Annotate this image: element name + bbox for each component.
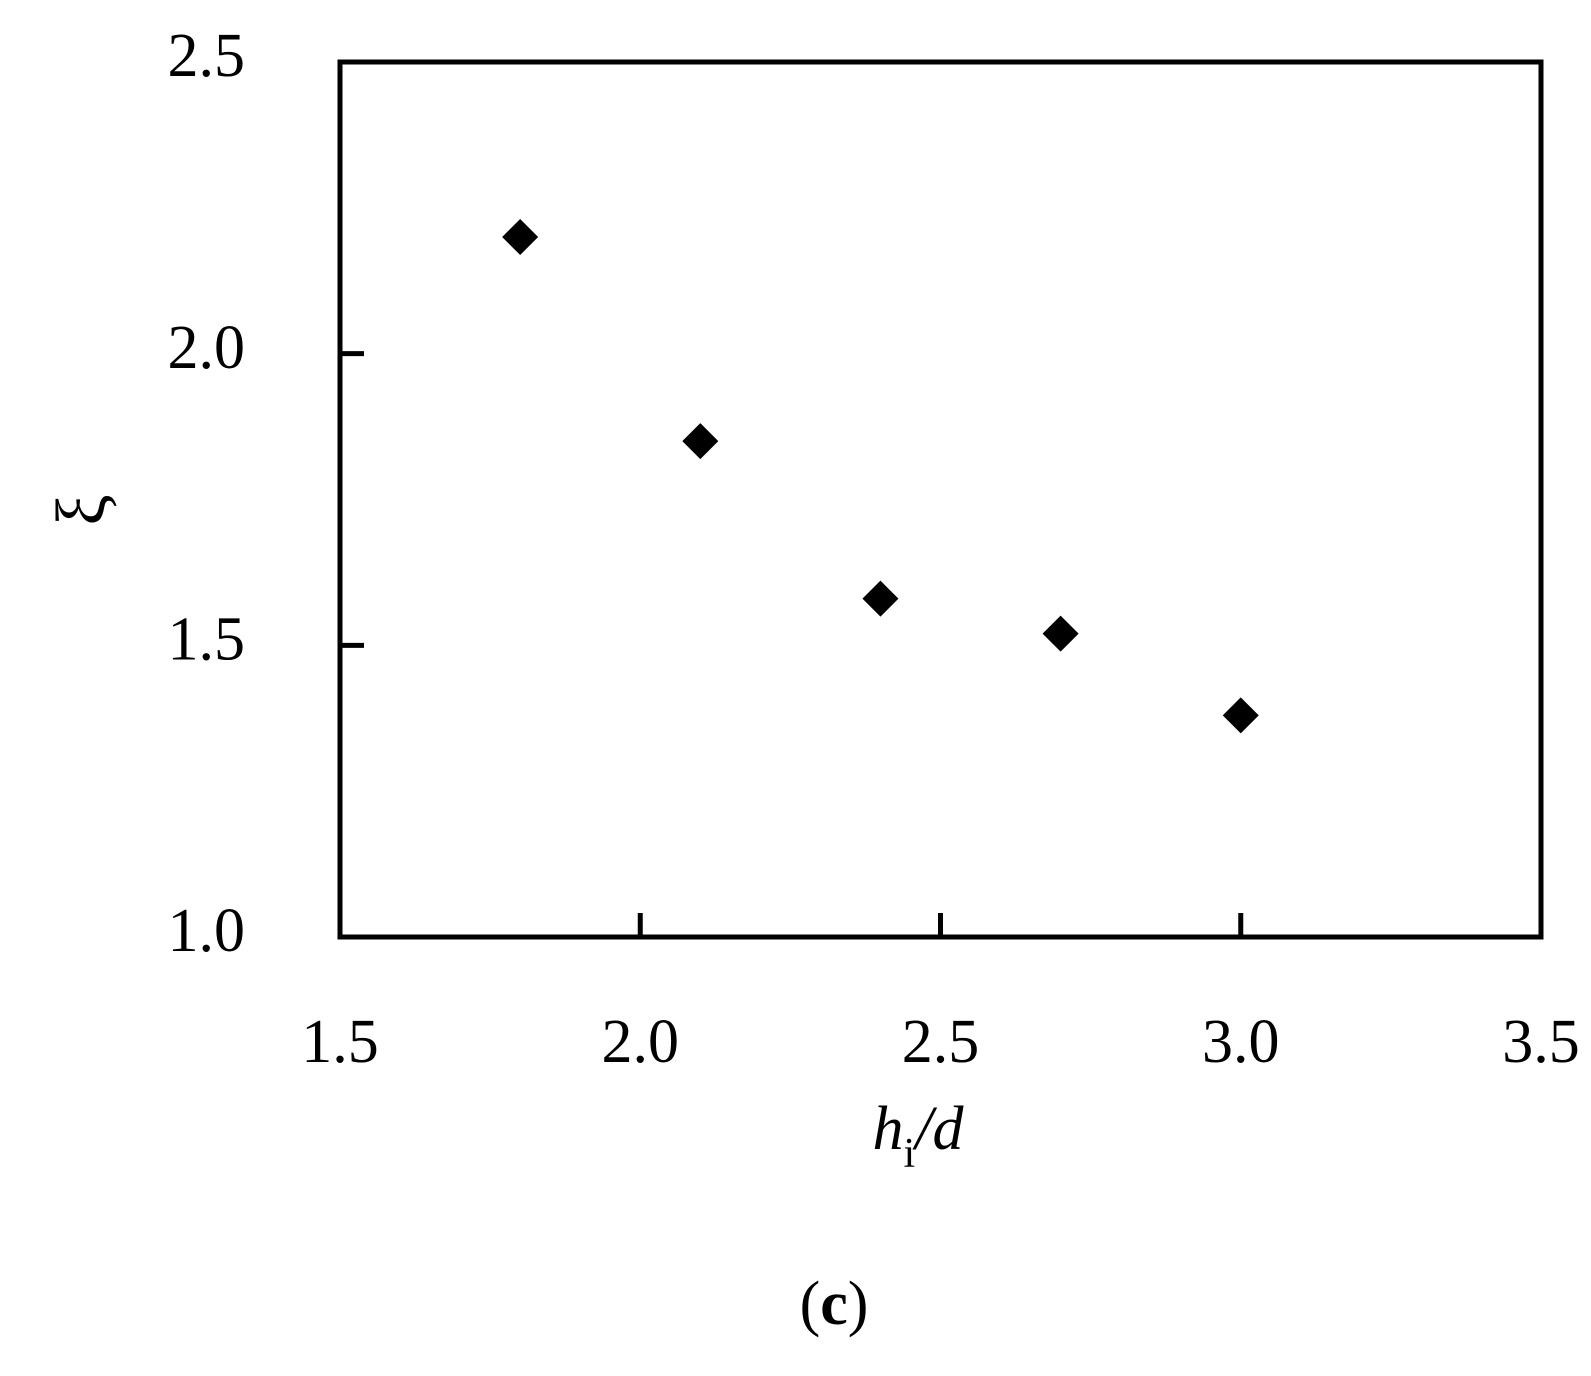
x-tick-label: 1.5	[301, 1008, 379, 1076]
caption-part: c	[820, 1270, 848, 1338]
x-axis-label: hi/d	[873, 1095, 965, 1176]
x-tick-label: 2.0	[602, 1008, 680, 1076]
y-tick-label: 2.5	[168, 22, 246, 90]
x-tick-label: 3.0	[1202, 1008, 1280, 1076]
marker	[1042, 615, 1079, 652]
y-tick-label: 1.5	[168, 606, 246, 674]
x-tick-label: 2.5	[902, 1008, 980, 1076]
y-axis-label: ξ	[43, 494, 120, 525]
marker	[1222, 697, 1259, 734]
marker	[862, 580, 899, 617]
x-tick-label: 3.5	[1502, 1008, 1580, 1076]
marker	[682, 423, 719, 460]
marker	[502, 219, 539, 255]
y-tick-label: 1.0	[168, 897, 246, 965]
x-label-part: h	[873, 1095, 904, 1163]
y-tick-label: 2.0	[168, 314, 246, 382]
caption-part: (	[800, 1270, 821, 1338]
x-label-part: i	[904, 1131, 916, 1177]
plot-frame	[337, 59, 1544, 940]
caption: (c)	[800, 1270, 869, 1338]
x-label-part: /d	[912, 1095, 964, 1163]
caption-part: )	[848, 1270, 869, 1338]
